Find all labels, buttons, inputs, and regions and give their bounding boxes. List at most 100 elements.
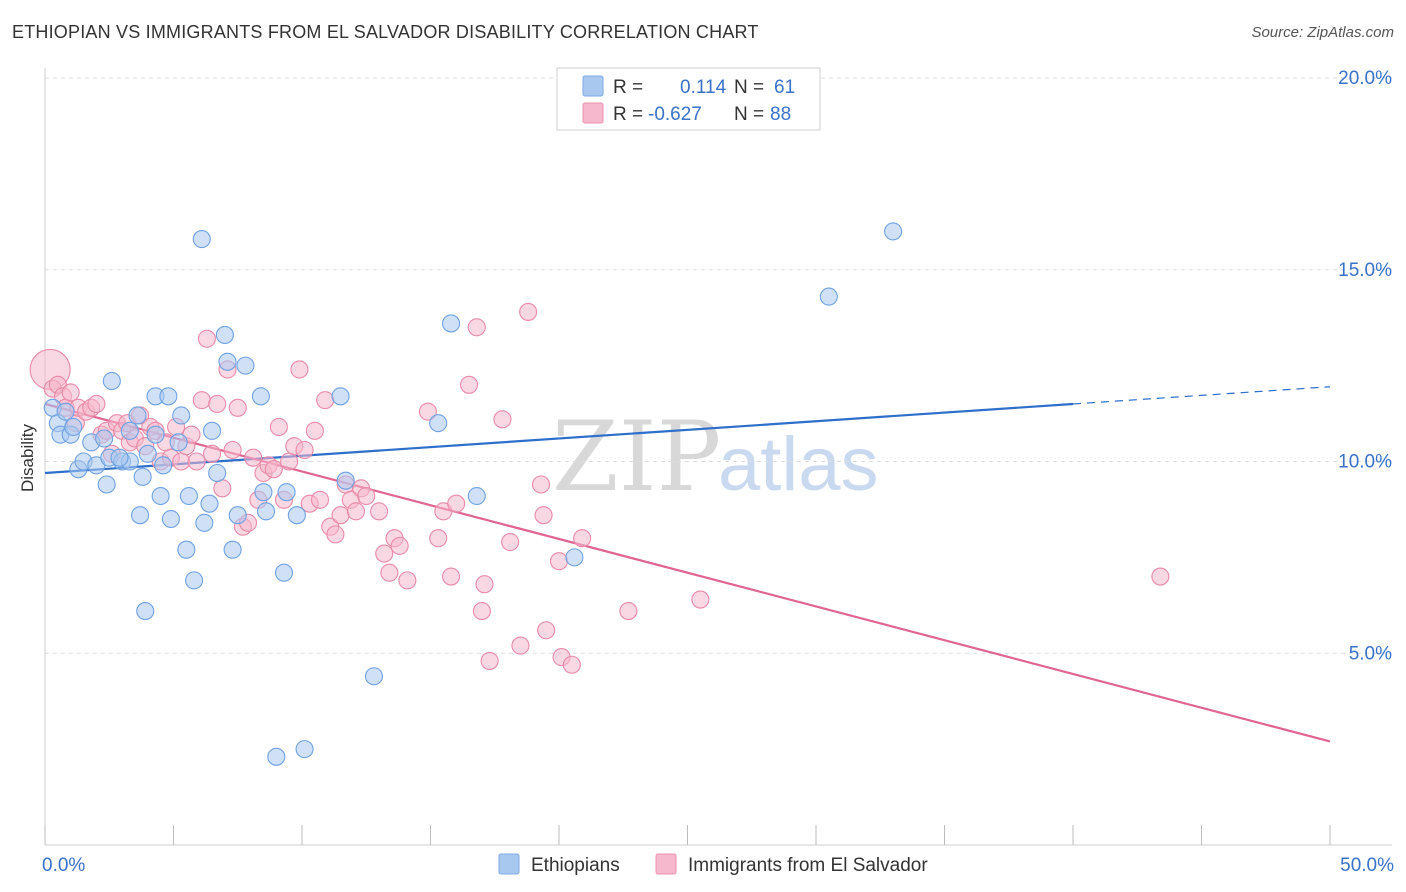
point-el-salvador (380, 563, 399, 582)
point-ethiopians (442, 314, 461, 333)
point-el-salvador (398, 571, 417, 590)
point-el-salvador (429, 529, 448, 548)
point-ethiopians (251, 387, 270, 406)
legend-n-value: 88 (770, 104, 791, 125)
x-tick-labels: 0.0% 50.0% (42, 855, 1394, 876)
y-tick-label: 5.0% (1349, 643, 1392, 664)
point-ethiopians (256, 502, 276, 521)
point-ethiopians (185, 571, 204, 590)
point-ethiopians (95, 429, 114, 448)
chart-title: ETHIOPIAN VS IMMIGRANTS FROM EL SALVADOR… (12, 22, 759, 42)
point-el-salvador (418, 402, 437, 421)
point-ethiopians (274, 563, 294, 582)
point-el-salvador (244, 448, 263, 467)
point-ethiopians (195, 513, 214, 532)
point-el-salvador (316, 391, 335, 410)
point-el-salvador (375, 544, 394, 563)
point-ethiopians (236, 356, 255, 375)
point-el-salvador (562, 655, 581, 674)
point-el-salvador (531, 475, 551, 494)
point-ethiopians (151, 486, 170, 506)
point-ethiopians (565, 548, 584, 567)
point-el-salvador (691, 590, 710, 609)
trend-line-extension (1072, 386, 1331, 405)
point-el-salvador (346, 502, 366, 521)
series-legend-el-salvador: Immigrants from El Salvador (688, 855, 928, 876)
point-ethiopians (295, 740, 314, 759)
point-el-salvador (192, 391, 211, 410)
point-el-salvador (534, 506, 553, 525)
watermark: ZIP atlas (552, 401, 879, 513)
point-el-salvador (537, 621, 556, 640)
point-ethiopians (218, 352, 237, 371)
point-el-salvador (357, 486, 376, 506)
point-el-salvador (459, 375, 479, 394)
point-ethiopians (267, 747, 286, 766)
point-ethiopians (277, 483, 296, 502)
point-ethiopians (336, 471, 355, 490)
point-ethiopians (200, 494, 219, 513)
point-el-salvador (305, 421, 324, 440)
point-el-salvador (290, 360, 309, 379)
point-el-salvador (228, 398, 247, 417)
point-ethiopians (159, 387, 178, 406)
series-legend-swatch-ethiopians (498, 853, 520, 875)
data-points (29, 222, 1170, 766)
series-legend-ethiopians: Ethiopians (531, 855, 620, 876)
x-tick-label: 50.0% (1340, 855, 1394, 876)
point-el-salvador (501, 532, 520, 552)
point-el-salvador (511, 636, 530, 655)
point-el-salvador (213, 479, 232, 498)
legend-r-value: 0.114 (680, 77, 727, 98)
point-el-salvador (172, 452, 191, 471)
point-el-salvador (269, 417, 288, 437)
point-ethiopians (228, 506, 247, 525)
point-el-salvador (310, 490, 330, 509)
series-legend-swatch-el-salvador (655, 853, 677, 875)
point-el-salvador (549, 552, 569, 571)
point-el-salvador (467, 318, 486, 337)
legend-r-label: R = (613, 77, 643, 98)
point-ethiopians (64, 417, 83, 437)
point-ethiopians (223, 540, 242, 559)
point-el-salvador (619, 602, 638, 621)
point-el-salvador (223, 440, 242, 460)
point-ethiopians (203, 421, 222, 440)
point-ethiopians (364, 667, 384, 686)
point-ethiopians (154, 456, 173, 475)
point-el-salvador (326, 525, 345, 544)
point-ethiopians (102, 371, 121, 391)
point-ethiopians (138, 444, 157, 463)
point-el-salvador (370, 502, 389, 521)
y-tick-labels: 5.0% 10.0% 15.0% 20.0% (1338, 68, 1392, 664)
point-ethiopians (884, 222, 903, 241)
point-ethiopians (331, 387, 350, 406)
source-credit: Source: ZipAtlas.com (1251, 24, 1394, 41)
point-el-salvador (187, 452, 206, 471)
point-el-salvador (87, 394, 106, 414)
point-ethiopians (192, 230, 211, 249)
legend-swatch-el-salvador (582, 102, 604, 124)
point-ethiopians (97, 475, 116, 494)
point-ethiopians (56, 402, 75, 421)
point-el-salvador (573, 529, 592, 548)
point-el-salvador (447, 494, 466, 513)
point-el-salvador (1151, 567, 1170, 586)
point-el-salvador (280, 452, 299, 471)
point-ethiopians (254, 483, 273, 502)
legend-n-label: N = (734, 104, 764, 125)
point-el-salvador (208, 394, 227, 414)
point-el-salvador (519, 302, 538, 321)
series-legend: Ethiopians Immigrants from El Salvador (498, 853, 928, 876)
point-el-salvador (264, 460, 283, 479)
y-tick-label: 10.0% (1338, 452, 1392, 473)
point-ethiopians (179, 486, 198, 506)
legend-r-value: -0.627 (648, 104, 702, 125)
point-ethiopians (133, 467, 152, 486)
point-ethiopians (215, 325, 234, 344)
x-tick-label: 0.0% (42, 855, 85, 876)
point-el-salvador (203, 444, 222, 463)
point-el-salvador (480, 651, 499, 670)
point-ethiopians (120, 421, 139, 440)
legend-swatch-ethiopians (582, 75, 604, 97)
